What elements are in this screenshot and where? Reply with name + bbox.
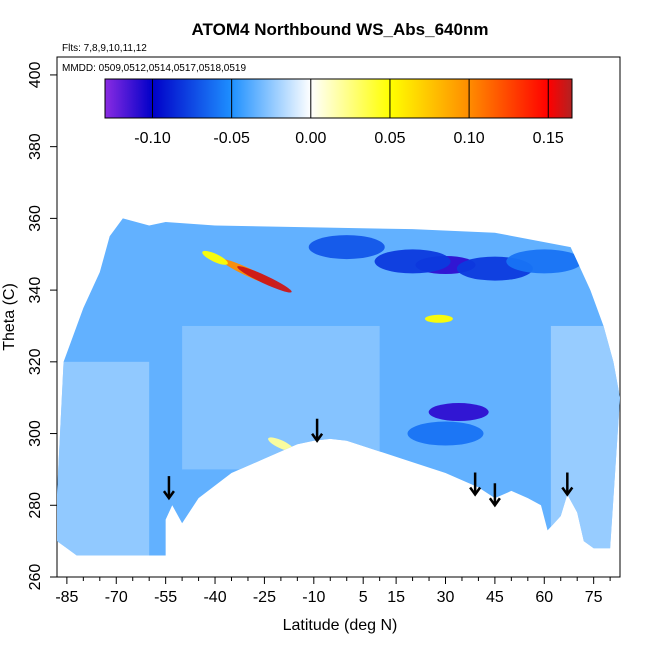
field-feature-low	[506, 249, 583, 274]
y-axis-label: Theta (C)	[1, 283, 18, 351]
colorbar-tick-label: -0.05	[213, 130, 250, 147]
x-tick-label: 15	[387, 589, 405, 606]
y-tick-label: 400	[27, 61, 44, 88]
x-axis: -85 -70 -55 -40 -25 -10 5 15 30 45 60 75	[55, 577, 611, 606]
field-feature-high	[424, 314, 453, 323]
surface-arrow	[469, 472, 482, 497]
x-axis-label: Latitude (deg N)	[283, 617, 398, 634]
y-tick-label: 300	[27, 420, 44, 447]
surface-arrow	[162, 476, 175, 501]
arrow-markers	[162, 418, 574, 508]
y-tick-label: 340	[27, 277, 44, 304]
x-tick-label: 30	[437, 589, 455, 606]
field-feature-low	[407, 421, 484, 446]
flights-note: Flts: 7,8,9,10,11,12	[62, 43, 147, 54]
x-tick-label: 5	[359, 589, 368, 606]
field-feature-low	[374, 249, 451, 274]
y-tick-label: 380	[27, 133, 44, 160]
field-feature-low	[308, 235, 385, 260]
chart-title: ATOM4 Northbound WS_Abs_640nm	[192, 20, 489, 39]
y-tick-label: 260	[27, 564, 44, 591]
x-tick-label: -55	[154, 589, 177, 606]
x-tick-label: -70	[105, 589, 128, 606]
colorbar-tick-label: 0.00	[295, 130, 326, 147]
x-tick-label: 45	[486, 589, 504, 606]
field-feature-low	[428, 403, 489, 422]
colorbar-gradient	[104, 78, 573, 119]
y-tick-label: 320	[27, 348, 44, 375]
field-band	[57, 361, 150, 556]
x-tick-label: 60	[535, 589, 553, 606]
x-tick-label: -10	[302, 589, 325, 606]
surface-arrow	[488, 483, 501, 508]
colorbar-tick-label: 0.15	[533, 130, 564, 147]
surface-arrow	[311, 418, 324, 443]
colorbar-tick-label: -0.10	[134, 130, 171, 147]
field-feature-high	[268, 437, 294, 452]
colorbar-tick-label: 0.05	[374, 130, 405, 147]
y-tick-label: 280	[27, 492, 44, 519]
field-feature-high	[202, 250, 228, 265]
y-axis: 260 280 300 320 340 360 380 400	[27, 61, 57, 590]
x-tick-label: -40	[203, 589, 226, 606]
field-band	[550, 325, 620, 556]
surface-arrow	[561, 472, 574, 497]
x-tick-label: -85	[55, 589, 78, 606]
y-tick-label: 360	[27, 205, 44, 232]
dates-note: MMDD: 0509,0512,0514,0517,0518,0519	[62, 63, 246, 74]
field-feature-high	[237, 266, 292, 293]
x-tick-label: -25	[253, 589, 276, 606]
x-tick-label: 75	[585, 589, 603, 606]
colorbar: -0.10 -0.05 0.00 0.05 0.10 0.15	[104, 78, 573, 147]
colorbar-tick-label: 0.10	[454, 130, 485, 147]
plot-frame	[56, 56, 621, 578]
